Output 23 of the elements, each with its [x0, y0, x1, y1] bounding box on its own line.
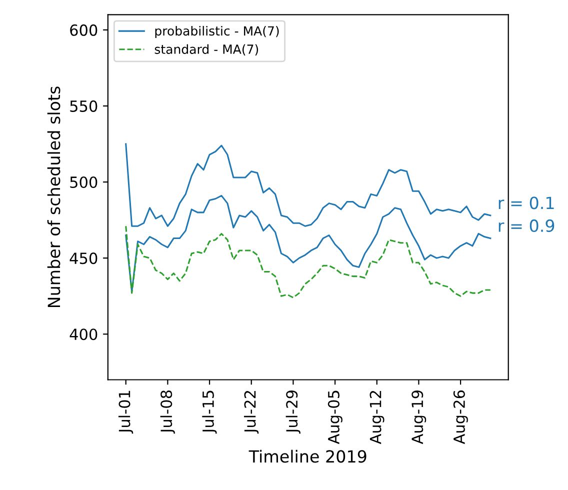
annotation: r = 0.9	[498, 219, 554, 232]
y-tick-label: 500	[70, 176, 98, 188]
y-tick-label: 600	[70, 24, 98, 36]
legend-label: standard - MA(7)	[154, 44, 258, 56]
line-series	[125, 225, 492, 298]
x-tick-label: Jul-15	[202, 390, 217, 434]
y-tick-label: 400	[70, 328, 98, 340]
x-tick-label: Aug-12	[370, 391, 384, 444]
x-tick-label: Aug-05	[328, 390, 342, 444]
line-series	[125, 143, 492, 227]
x-tick-label: Aug-19	[412, 390, 426, 444]
legend-label: probabilistic - MA(7)	[155, 26, 279, 38]
x-tick-label: Jul-22	[244, 391, 259, 434]
y-tick-label: 550	[70, 100, 98, 112]
x-tick-label: Jul-29	[286, 390, 300, 434]
y-axis-title: Number of scheduled slots	[47, 86, 60, 308]
annotation: r = 0.1	[498, 196, 554, 210]
y-tick-label: 450	[70, 252, 98, 264]
x-tick-label: Jul-08	[160, 390, 175, 434]
x-tick-label: Aug-26	[453, 390, 468, 444]
line-series	[125, 194, 492, 292]
x-axis-title: Timeline 2019	[248, 450, 366, 463]
x-tick-label: Jul-01	[118, 390, 134, 434]
